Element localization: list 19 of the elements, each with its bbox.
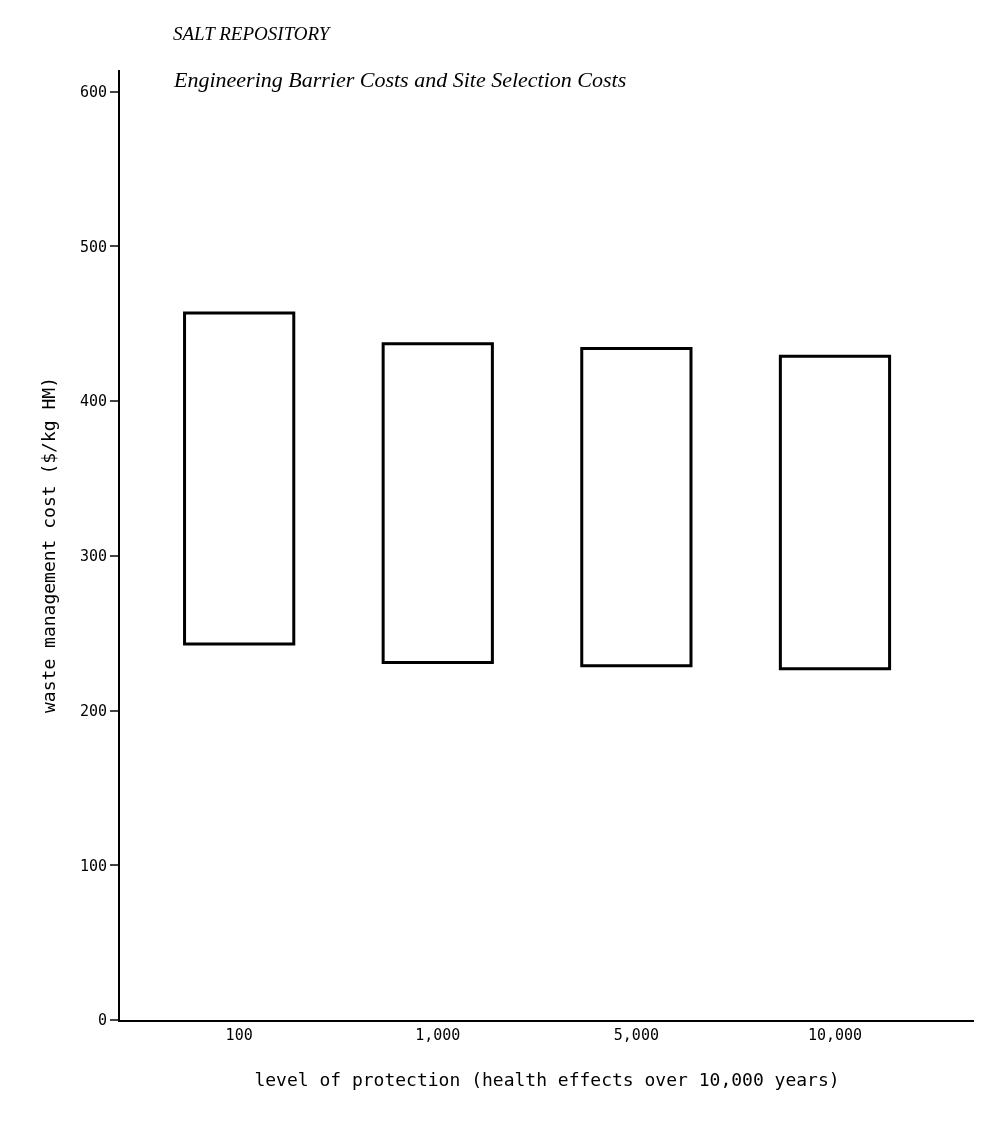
x-tick-label: 1,000 bbox=[415, 1026, 461, 1044]
x-tick-label: 5,000 bbox=[613, 1026, 659, 1044]
y-tick-label: 300 bbox=[79, 547, 107, 566]
y-tick-label: 200 bbox=[79, 701, 107, 720]
y-tick-label: 500 bbox=[79, 237, 107, 256]
y-tick-label: 400 bbox=[79, 392, 107, 411]
y-axis-title: waste management cost ($/kg HM) bbox=[37, 377, 59, 713]
bar bbox=[580, 347, 693, 668]
bar bbox=[183, 311, 296, 646]
chart-title: SALT REPOSITORY bbox=[173, 23, 332, 44]
chart-subtitle: Engineering Barrier Costs and Site Selection Costs bbox=[173, 67, 627, 92]
y-tick-label: 0 bbox=[97, 1011, 107, 1030]
x-tick-label: 10,000 bbox=[807, 1026, 863, 1044]
bar bbox=[778, 354, 892, 671]
x-tick-label: 100 bbox=[225, 1026, 253, 1044]
bar bbox=[381, 342, 494, 665]
y-tick-label: 600 bbox=[79, 82, 107, 101]
x-axis-title: level of protection (health effects over 10,000 years) bbox=[254, 1068, 840, 1090]
y-tick-label: 100 bbox=[79, 856, 107, 875]
